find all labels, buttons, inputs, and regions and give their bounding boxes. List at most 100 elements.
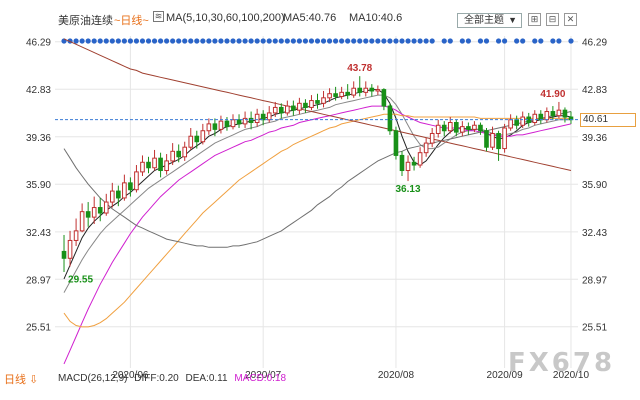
- footer-period-selector[interactable]: 日线 ⇩: [4, 374, 39, 386]
- candle-body: [544, 111, 550, 121]
- candle: [484, 128, 489, 152]
- candle-body: [128, 182, 133, 191]
- ma-line-ma60: [63, 113, 571, 328]
- event-dot: [441, 38, 447, 44]
- event-dot: [465, 38, 471, 44]
- candle-body: [363, 87, 369, 93]
- event-dot: [429, 38, 435, 44]
- event-dot: [103, 38, 109, 44]
- macd-label: MACD(26,12,9): [58, 373, 128, 384]
- close-button[interactable]: ✕: [564, 13, 577, 26]
- candle-body: [556, 109, 562, 117]
- x-tick-label: 2020/08: [378, 370, 415, 381]
- candle: [556, 101, 562, 119]
- event-dot: [399, 38, 405, 44]
- event-dot: [121, 38, 127, 44]
- y-axis-right: 46.29 42.83 39.36 35.90 32.43 28.97 25.51: [582, 38, 607, 334]
- candle-body: [176, 150, 181, 158]
- candle: [357, 76, 363, 97]
- candle-body: [484, 130, 489, 148]
- event-dot: [393, 38, 399, 44]
- candle: [152, 149, 157, 171]
- candle-body: [260, 113, 266, 121]
- event-dot: [218, 38, 224, 44]
- candle-body: [242, 117, 248, 125]
- event-dots-row: [61, 38, 574, 44]
- event-dot: [495, 38, 502, 44]
- candle: [182, 141, 188, 161]
- event-dot: [514, 38, 520, 44]
- y-tick-label: 42.83: [582, 85, 607, 96]
- candle: [562, 107, 568, 123]
- event-dot: [91, 38, 97, 44]
- macd-dea: DEA:0.11: [185, 373, 228, 384]
- candle: [188, 128, 194, 150]
- candle: [164, 154, 169, 175]
- candle: [254, 108, 260, 127]
- candle: [260, 110, 266, 126]
- candle-body: [411, 161, 417, 166]
- event-dot: [79, 38, 85, 44]
- candle: [381, 88, 387, 111]
- candle: [134, 165, 139, 193]
- candle: [200, 123, 206, 145]
- candle-body: [182, 146, 188, 158]
- candle-body: [375, 89, 381, 92]
- indicator-toggle-icon[interactable]: ≋: [153, 11, 164, 22]
- candle-body: [272, 106, 278, 114]
- event-dot: [423, 38, 429, 44]
- y-tick-label: 32.43: [582, 228, 607, 239]
- candle: [538, 110, 544, 124]
- candle: [496, 130, 501, 161]
- candle-body: [285, 105, 290, 114]
- candle-body: [429, 132, 435, 144]
- y-tick-label: 35.90: [26, 180, 51, 191]
- candle: [158, 152, 163, 178]
- candle: [194, 130, 200, 149]
- candle-body: [562, 109, 568, 118]
- zoom-in-button[interactable]: ⊞: [528, 13, 541, 26]
- candle: [122, 174, 127, 201]
- candle-body: [152, 157, 157, 169]
- event-dot: [556, 38, 562, 44]
- candle-body: [345, 91, 350, 96]
- event-dot: [411, 38, 417, 44]
- candle: [303, 99, 308, 113]
- event-dot: [109, 38, 115, 44]
- candle: [532, 110, 538, 126]
- candle: [116, 185, 121, 207]
- event-dot: [483, 38, 490, 44]
- macd-dif: DIFF:0.20: [134, 373, 179, 384]
- candle-body: [460, 126, 465, 133]
- period-selector[interactable]: ~日线~: [114, 15, 149, 27]
- event-dot: [369, 38, 375, 44]
- topic-dropdown[interactable]: 全部主题 ▼: [457, 13, 522, 28]
- candle-body: [321, 97, 326, 104]
- candle-body: [441, 124, 447, 132]
- event-dot: [296, 38, 302, 44]
- event-dot: [405, 38, 411, 44]
- y-tick-label: 46.29: [582, 38, 607, 49]
- event-dot: [139, 38, 146, 44]
- event-dot: [381, 38, 387, 44]
- candle: [454, 119, 459, 137]
- event-dot: [345, 38, 351, 44]
- candle-body: [447, 122, 453, 132]
- event-dot: [278, 38, 284, 44]
- candle: [478, 122, 483, 135]
- current-price-box: 40.61: [580, 112, 636, 127]
- y-tick-label: 42.83: [26, 85, 51, 96]
- candle-body: [248, 117, 254, 124]
- event-dot: [417, 38, 423, 44]
- event-dot: [176, 38, 182, 44]
- candle: [411, 156, 417, 171]
- y-tick-label: 46.29: [26, 38, 51, 49]
- y-tick-label: 25.51: [582, 323, 607, 334]
- y-tick-label: 28.97: [582, 275, 607, 286]
- candle-body: [369, 87, 375, 92]
- zoom-out-button[interactable]: ⊟: [546, 13, 559, 26]
- candle: [441, 121, 447, 137]
- event-dot: [236, 38, 242, 44]
- y-tick-label: 25.51: [26, 323, 51, 334]
